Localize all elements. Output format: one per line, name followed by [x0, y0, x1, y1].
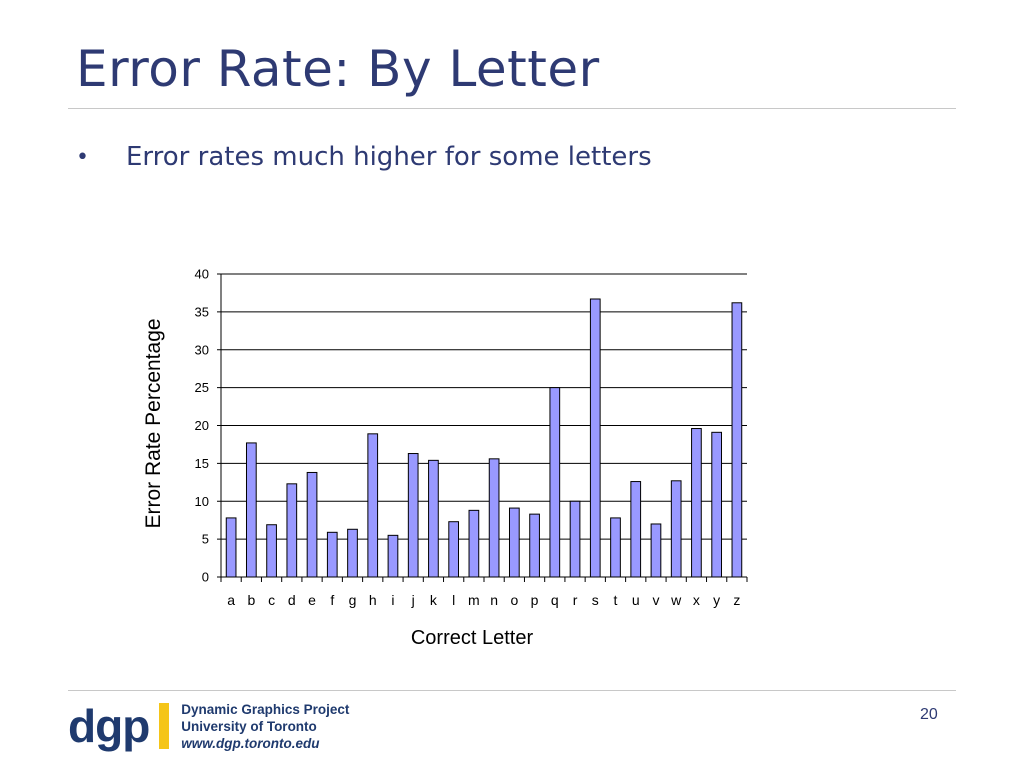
slide-title: Error Rate: By Letter [76, 40, 600, 98]
x-tick-label: b [247, 592, 255, 608]
x-tick-label: i [391, 592, 394, 608]
bar-j [407, 453, 419, 578]
bar-y [711, 431, 723, 578]
x-tick-label: d [288, 592, 296, 608]
bar-g [347, 528, 358, 578]
x-tick-label: g [349, 592, 357, 608]
bar-b [245, 442, 257, 578]
y-tick-label: 35 [195, 304, 209, 319]
bar-k [428, 459, 439, 578]
bullet-item: • Error rates much higher for some lette… [76, 142, 652, 172]
bar-p [529, 513, 540, 578]
dgp-logo: dgp Dynamic Graphics Project University … [68, 700, 349, 752]
chart-labels: 0 5 10 15 20 25 30 35 40 a b c d e f g h i j k l m n o p q r s t u v w x… [142, 267, 740, 650]
title-divider [68, 108, 956, 109]
y-tick-label: 5 [202, 532, 209, 547]
x-tick-label: c [268, 592, 275, 608]
footer-divider [68, 690, 956, 691]
bullet-dot-icon: • [76, 144, 89, 170]
x-tick-label: a [227, 592, 235, 608]
y-tick-label: 25 [195, 380, 209, 395]
x-tick-label: l [452, 592, 455, 608]
bar-x [691, 428, 702, 578]
bar-n [488, 458, 500, 578]
x-tick-label: k [430, 592, 438, 608]
x-tick-label: r [573, 592, 578, 608]
bar-f [326, 531, 338, 578]
y-tick-label: 20 [195, 418, 209, 433]
dgp-logo-mark: dgp [68, 700, 150, 752]
bar-o [508, 507, 520, 578]
x-tick-label: j [411, 592, 415, 608]
y-tick-label: 40 [195, 267, 209, 282]
chart-bars [225, 298, 743, 578]
bar-z [731, 302, 743, 578]
bar-a [225, 517, 237, 578]
x-tick-label: x [693, 592, 700, 608]
x-tick-label: h [369, 592, 377, 608]
x-tick-label: t [614, 592, 618, 608]
x-tick-label: y [713, 592, 720, 608]
bar-t [610, 517, 621, 578]
logo-yellow-bar [159, 703, 170, 749]
bar-v [650, 523, 662, 578]
chart-gridlines [221, 273, 747, 540]
bar-i [387, 534, 399, 578]
bar-d [286, 483, 298, 578]
logo-line-university: University of Toronto [181, 718, 317, 734]
bar-m [468, 509, 480, 578]
bar-w [670, 480, 682, 578]
bar-c [266, 524, 277, 578]
y-tick-label: 0 [202, 570, 209, 585]
x-tick-label: s [592, 592, 599, 608]
bar-e [306, 471, 318, 578]
page-number: 20 [920, 706, 938, 723]
y-tick-label: 15 [195, 456, 209, 471]
x-tick-label: q [551, 592, 559, 608]
x-tick-label: z [733, 592, 740, 608]
x-axis-title: Correct Letter [411, 627, 534, 649]
x-tick-label: u [632, 592, 640, 608]
chart-axes [217, 273, 748, 582]
bar-q [549, 387, 561, 578]
y-tick-label: 10 [195, 494, 209, 509]
x-tick-label: v [652, 592, 659, 608]
y-tick-label: 30 [195, 342, 209, 357]
bar-l [448, 521, 460, 578]
x-tick-label: o [510, 592, 518, 608]
logo-line-url: www.dgp.toronto.edu [181, 735, 320, 751]
bar-r [569, 500, 581, 578]
x-tick-label: w [670, 592, 682, 608]
x-tick-label: n [490, 592, 498, 608]
bar-h [367, 433, 379, 578]
bullet-text: Error rates much higher for some letters [126, 142, 652, 172]
logo-line-project: Dynamic Graphics Project [181, 701, 350, 717]
y-axis-title: Error Rate Percentage [142, 318, 165, 528]
x-tick-label: p [531, 592, 539, 608]
bar-s [589, 298, 601, 578]
bar-u [630, 481, 642, 578]
logo-text-block: Dynamic Graphics Project University of T… [181, 701, 349, 752]
x-tick-label: e [308, 592, 316, 608]
x-tick-label: m [468, 592, 480, 608]
x-tick-label: f [330, 592, 334, 608]
